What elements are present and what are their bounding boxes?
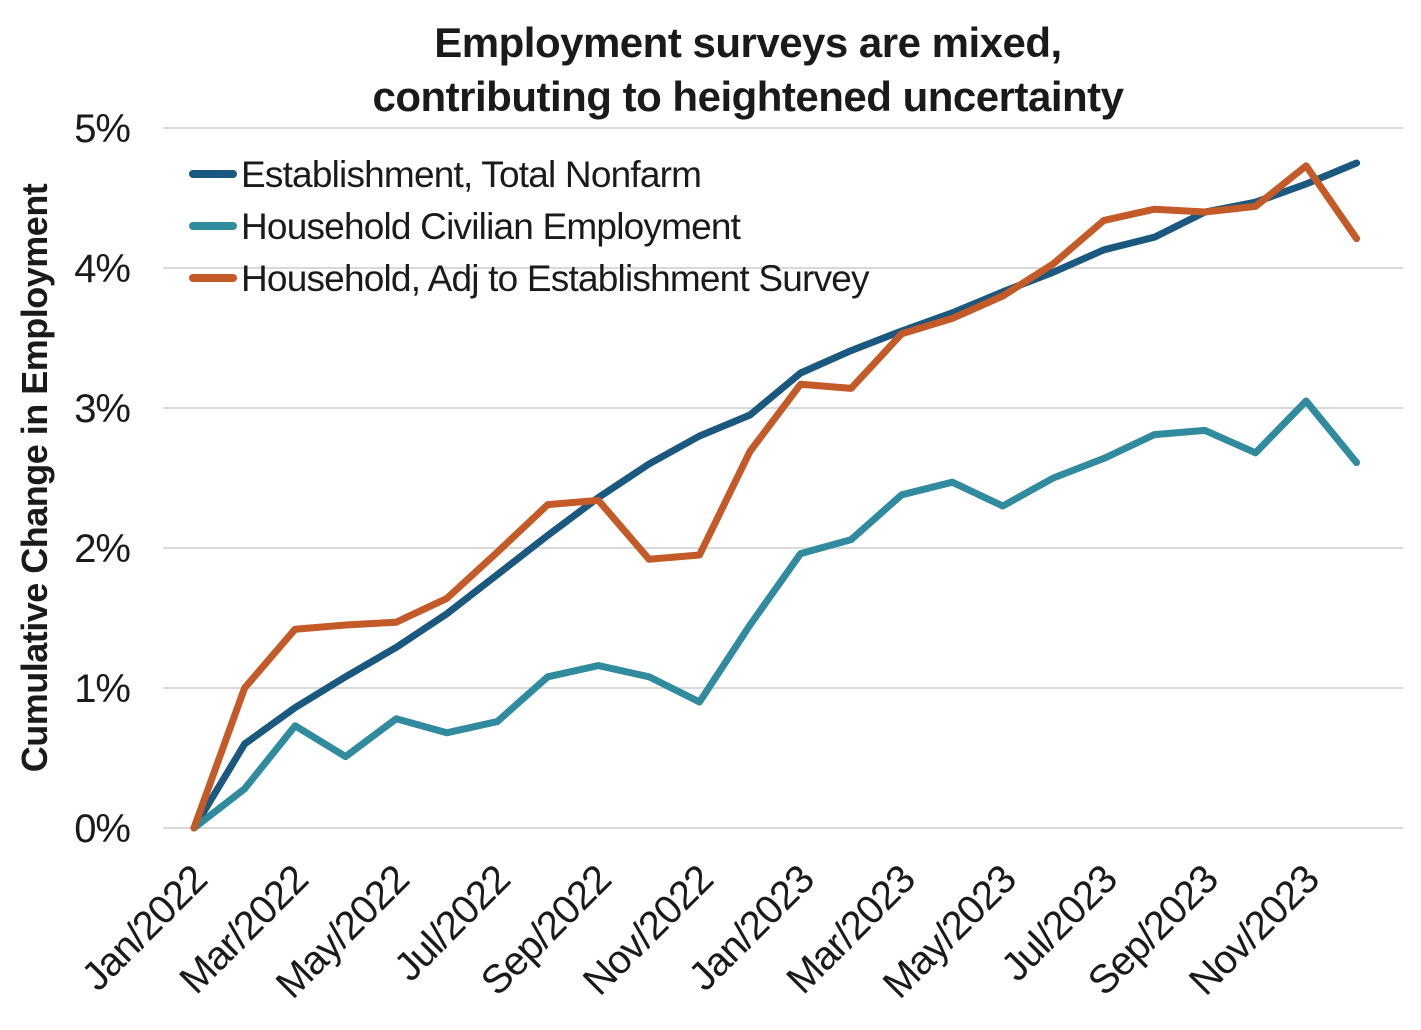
chart-title-line1: Employment surveys are mixed,: [434, 19, 1061, 66]
legend: Establishment, Total Nonfarm Household C…: [189, 154, 871, 299]
y-axis-tick-labels: 0% 1% 2% 3% 4% 5%: [74, 107, 131, 851]
series-lines: [190, 159, 1361, 832]
gridlines: [163, 127, 1403, 829]
chart-title: Employment surveys are mixed, contributi…: [373, 19, 1126, 120]
series-line-2: [190, 162, 1361, 832]
series-line-0: [190, 159, 1361, 832]
y-tick-label: 5%: [74, 107, 130, 151]
y-tick-label: 1%: [74, 667, 130, 711]
x-axis-tick-labels: Jan/2022 Mar/2022 May/2022 Jul/2022 Sep/…: [74, 857, 1328, 1007]
y-axis-title: Cumulative Change in Employment: [14, 183, 55, 772]
y-tick-label: 3%: [74, 387, 130, 431]
legend-label-establishment: Establishment, Total Nonfarm: [241, 154, 701, 195]
series-line-1: [190, 397, 1361, 832]
legend-label-household: Household Civilian Employment: [241, 206, 742, 247]
y-tick-label: 4%: [74, 247, 130, 291]
y-tick-label: 0%: [74, 807, 130, 851]
legend-label-household-adj: Household, Adj to Establishment Survey: [241, 258, 870, 299]
y-tick-label: 2%: [74, 527, 130, 571]
chart-title-line2: contributing to heightened uncertainty: [373, 73, 1125, 120]
